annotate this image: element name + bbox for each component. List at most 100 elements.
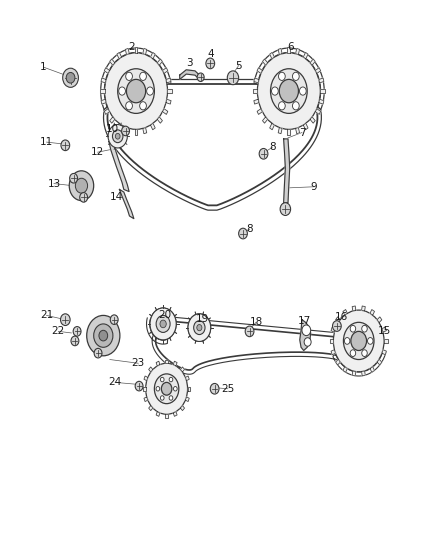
Polygon shape [180,367,184,372]
Circle shape [206,58,215,69]
Text: 17: 17 [297,316,311,326]
Polygon shape [362,306,365,311]
Polygon shape [101,78,106,83]
Circle shape [272,87,278,95]
Polygon shape [319,99,324,104]
Circle shape [333,310,384,372]
Circle shape [71,336,79,346]
Polygon shape [185,397,189,401]
Polygon shape [110,117,115,123]
Polygon shape [167,90,172,93]
Circle shape [197,325,202,331]
Text: 20: 20 [158,310,171,320]
Polygon shape [162,68,168,74]
Polygon shape [336,317,340,322]
Circle shape [69,171,94,200]
Circle shape [279,72,285,80]
Polygon shape [331,327,336,332]
Circle shape [73,327,81,336]
Text: 2: 2 [128,42,135,52]
Polygon shape [304,52,308,59]
Text: 5: 5 [235,61,242,70]
Polygon shape [362,371,365,376]
Text: 16: 16 [335,312,348,322]
Circle shape [63,68,78,87]
Circle shape [160,320,166,328]
Circle shape [140,72,146,80]
Circle shape [227,71,239,85]
Polygon shape [319,78,324,83]
Polygon shape [166,78,171,83]
Circle shape [118,69,154,114]
Polygon shape [143,127,147,134]
Circle shape [161,382,172,395]
Circle shape [160,395,164,400]
Circle shape [140,102,146,110]
Circle shape [169,395,173,400]
Polygon shape [382,350,386,355]
Polygon shape [162,109,168,115]
Polygon shape [166,99,171,104]
Circle shape [245,326,254,337]
Polygon shape [100,90,105,93]
Polygon shape [134,47,138,53]
Circle shape [127,79,146,103]
Circle shape [126,102,132,110]
Polygon shape [352,371,356,376]
Polygon shape [352,306,356,311]
Polygon shape [370,310,374,315]
Polygon shape [320,90,325,93]
Text: 19: 19 [196,313,209,324]
Circle shape [105,53,167,130]
Polygon shape [254,99,259,104]
Circle shape [350,325,356,332]
Polygon shape [120,189,134,219]
Polygon shape [270,52,274,59]
Text: 7: 7 [299,127,305,138]
Polygon shape [104,109,110,115]
Circle shape [160,377,164,382]
Polygon shape [101,99,106,104]
Circle shape [173,386,177,391]
Text: 21: 21 [40,310,53,320]
Circle shape [147,87,153,95]
Polygon shape [310,117,315,123]
Circle shape [194,321,205,335]
Circle shape [362,350,367,357]
Polygon shape [156,411,160,416]
Polygon shape [110,59,115,65]
Polygon shape [300,320,311,351]
Circle shape [87,316,120,356]
Polygon shape [343,367,347,373]
Text: 8: 8 [269,142,276,152]
Circle shape [110,315,118,325]
Circle shape [194,321,205,335]
Circle shape [119,87,125,95]
Circle shape [60,314,70,326]
Polygon shape [384,339,388,343]
Circle shape [75,178,88,193]
Polygon shape [109,142,129,191]
Polygon shape [180,406,184,410]
Circle shape [188,314,211,342]
Polygon shape [165,414,168,418]
Polygon shape [278,49,282,54]
Polygon shape [330,339,333,343]
Circle shape [350,350,356,357]
Polygon shape [104,68,110,74]
Circle shape [99,330,108,341]
Text: 11: 11 [40,137,53,147]
Polygon shape [117,52,122,59]
Polygon shape [117,123,122,130]
Text: 1: 1 [40,62,47,72]
Text: 8: 8 [246,224,253,235]
Circle shape [197,325,202,331]
Polygon shape [315,68,321,74]
Polygon shape [262,117,268,123]
Circle shape [126,72,132,80]
Circle shape [210,383,219,394]
Text: 15: 15 [378,326,391,336]
Polygon shape [156,361,160,366]
Polygon shape [173,361,177,366]
Circle shape [302,325,311,336]
